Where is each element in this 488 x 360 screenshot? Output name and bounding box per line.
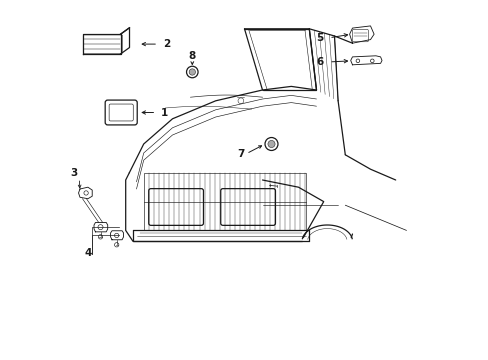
Circle shape [189, 69, 195, 75]
Text: 2: 2 [163, 39, 170, 49]
FancyBboxPatch shape [109, 104, 133, 121]
FancyBboxPatch shape [220, 189, 275, 225]
FancyBboxPatch shape [105, 100, 137, 125]
Text: 8: 8 [188, 51, 196, 61]
Text: 5: 5 [316, 33, 323, 43]
Text: 1: 1 [160, 108, 167, 117]
FancyBboxPatch shape [148, 189, 203, 225]
Text: 6: 6 [316, 57, 323, 67]
Text: 3: 3 [70, 168, 77, 179]
Circle shape [267, 140, 275, 148]
FancyBboxPatch shape [352, 30, 367, 42]
Text: 4: 4 [84, 248, 91, 258]
Text: 7: 7 [237, 149, 244, 159]
